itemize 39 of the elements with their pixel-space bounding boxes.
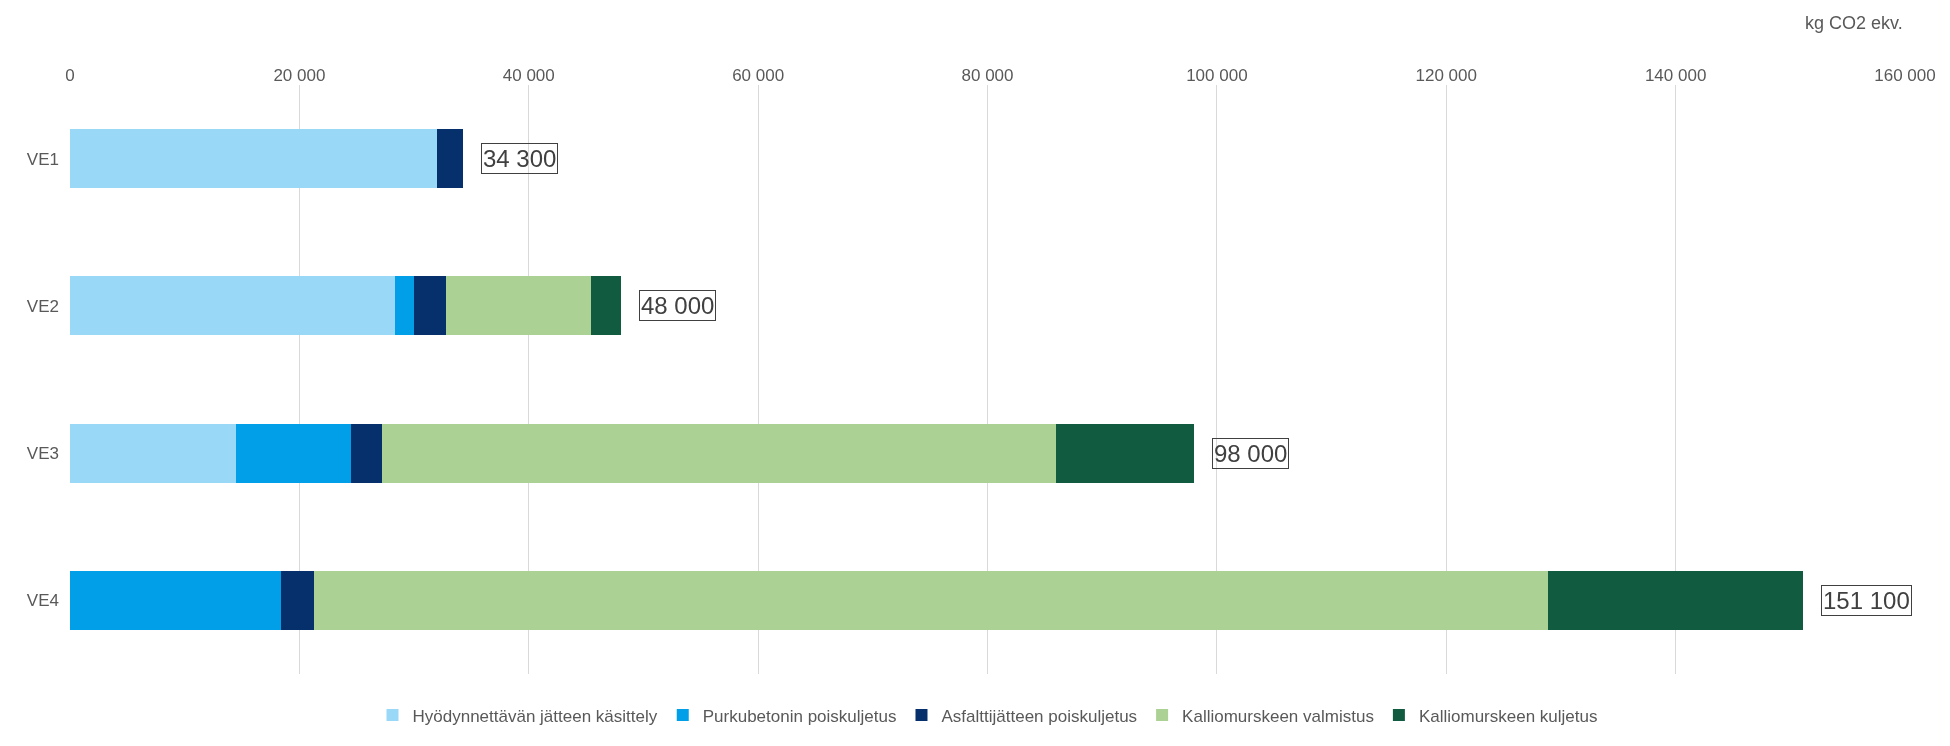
bar [590, 276, 621, 336]
bar [1548, 570, 1803, 630]
x-tick-label: 160 000 [1874, 65, 1936, 85]
bar [236, 423, 351, 483]
bar [70, 423, 237, 483]
bar [381, 423, 1057, 483]
total-label: 48 000 [641, 292, 715, 319]
bar [314, 570, 1549, 630]
total-label: 34 300 [483, 145, 557, 172]
legend-label: Kalliomurskeen valmistus [1182, 706, 1374, 726]
bar [1056, 423, 1194, 483]
total-label: 151 100 [1823, 587, 1910, 614]
x-tick-label: 80 000 [961, 65, 1014, 85]
y-tick-label: VE1 [26, 149, 59, 169]
bar [414, 276, 447, 336]
y-tick-label: VE4 [26, 591, 59, 611]
x-tick-label: 100 000 [1186, 65, 1248, 85]
y-tick-label: VE2 [26, 296, 59, 316]
bar [437, 129, 464, 189]
x-tick-label: 140 000 [1644, 65, 1707, 85]
y-tick-label: VE3 [26, 444, 59, 464]
bar [394, 276, 415, 336]
bar [446, 276, 591, 336]
legend-label: Kalliomurskeen kuljetus [1418, 706, 1598, 726]
bar [70, 276, 395, 336]
total-label: 98 000 [1214, 440, 1288, 467]
legend-label: Asfalttijätteen poiskuljetus [941, 706, 1138, 726]
bar [350, 423, 382, 483]
x-tick-label: 120 000 [1415, 65, 1477, 85]
x-tick-label: 40 000 [502, 65, 555, 85]
bar [70, 570, 282, 630]
x-tick-label: 60 000 [732, 65, 785, 85]
bar [70, 129, 437, 189]
legend-label: Purkubetonin poiskuljetus [702, 706, 897, 726]
legend-label: Hyödynnettävän jätteen käsittely [412, 706, 658, 726]
x-axis-title: kg CO2 ekv. [1805, 13, 1903, 33]
bar [281, 570, 315, 630]
x-tick-label: 20 000 [273, 65, 326, 85]
x-tick-label: 0 [65, 65, 75, 85]
